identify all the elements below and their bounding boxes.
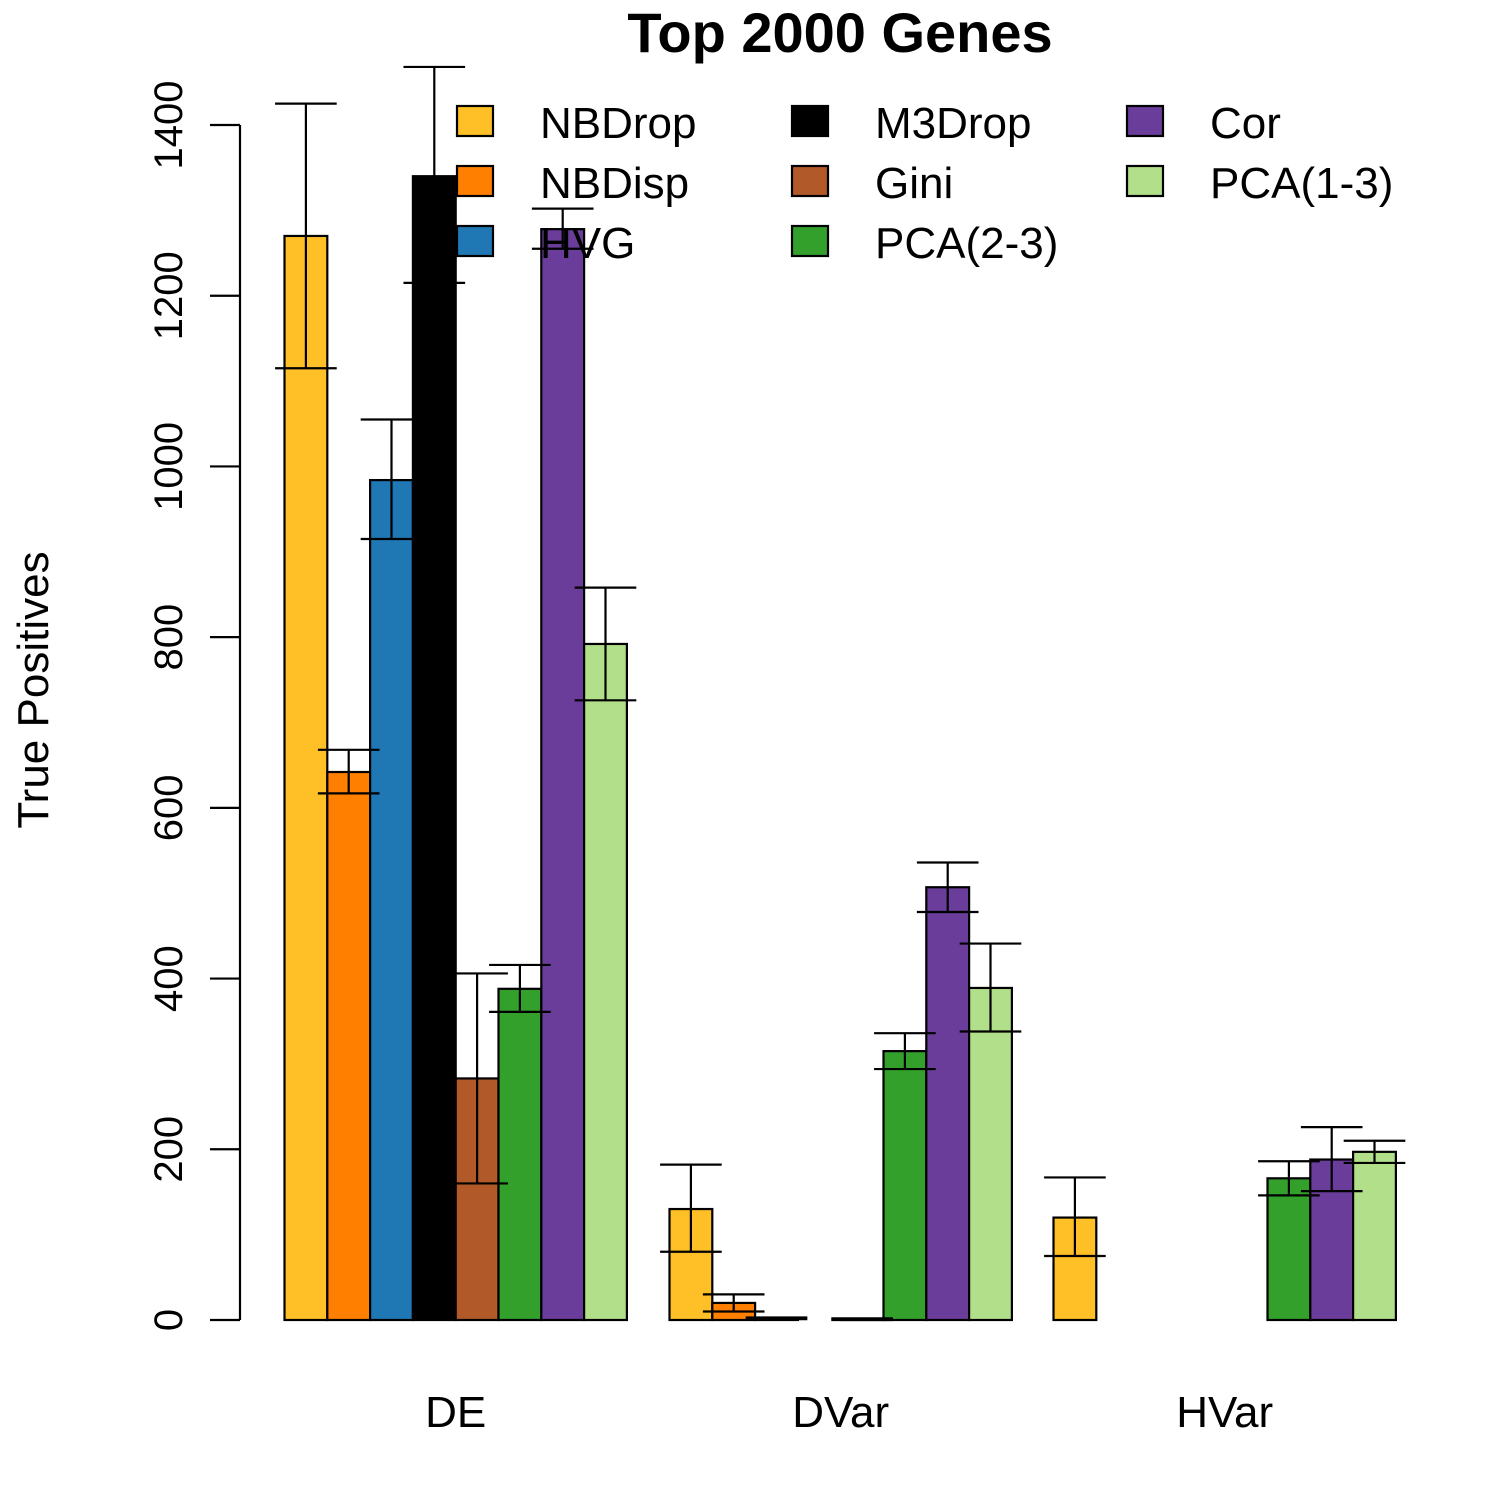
legend-label: NBDrop	[540, 99, 697, 148]
legend-swatch	[790, 164, 830, 198]
bar-dvar-pca13	[967, 986, 1013, 1322]
y-tick-label: 600	[147, 774, 191, 841]
y-axis-label: True Positives	[9, 551, 58, 828]
bar-de-m3drop	[411, 175, 457, 1322]
legend-swatch	[455, 104, 495, 138]
legend-swatch	[1125, 164, 1165, 198]
bar-de-pca13	[582, 642, 628, 1322]
x-axis-labels: DE DVar HVar	[425, 1388, 1273, 1437]
x-category-label: HVar	[1176, 1388, 1273, 1437]
chart-title: Top 2000 Genes	[627, 1, 1052, 64]
bars-layer	[283, 175, 1397, 1322]
x-category-label: DE	[425, 1388, 486, 1437]
legend-label: Gini	[875, 159, 953, 208]
legend-swatch	[790, 224, 830, 258]
legend-label: PCA(1-3)	[1210, 159, 1393, 208]
y-tick-label: 800	[147, 604, 191, 671]
legend-label: PCA(2-3)	[875, 219, 1058, 268]
bar-dvar-pca23	[882, 1050, 928, 1322]
legend-label: Cor	[1210, 99, 1281, 148]
bar-de-pca23	[497, 987, 543, 1322]
y-tick-label: 1000	[147, 422, 191, 511]
y-tick-label: 0	[147, 1309, 191, 1331]
legend-swatch	[1125, 104, 1165, 138]
y-axis: 0 200 400 600 800 1000 1200 1400	[147, 81, 242, 1331]
bar-dvar-cor	[925, 886, 971, 1322]
bar-de-hvg	[369, 478, 415, 1322]
bar-de-nbdrop	[283, 234, 329, 1322]
legend: NBDrop NBDisp HVG M3Drop Gini PCA(2-3) Cor PCA(…	[455, 99, 1393, 268]
error-bars-layer	[275, 65, 1406, 1322]
legend-label: NBDisp	[540, 159, 689, 208]
legend-swatch	[455, 164, 495, 198]
legend-label: M3Drop	[875, 99, 1032, 148]
x-category-label: DVar	[792, 1388, 889, 1437]
legend-swatch	[790, 104, 830, 138]
bar-de-cor	[540, 228, 586, 1322]
y-tick-label: 1200	[147, 251, 191, 340]
y-tick-label: 200	[147, 1116, 191, 1183]
legend-label: HVG	[540, 219, 635, 268]
legend-swatch	[455, 224, 495, 258]
bar-de-nbdisp	[326, 770, 372, 1322]
y-tick-label: 1400	[147, 81, 191, 170]
bar-hvar-pca13	[1351, 1150, 1397, 1322]
bar-hvar-pca23	[1266, 1177, 1312, 1322]
y-tick-label: 400	[147, 945, 191, 1012]
